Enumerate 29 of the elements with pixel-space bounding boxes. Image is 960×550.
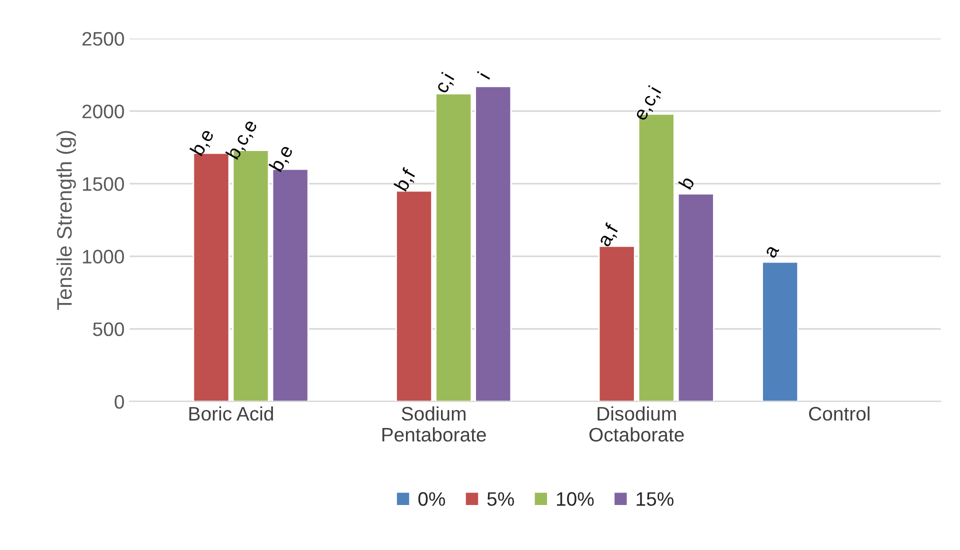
y-tick-label: 2000 xyxy=(82,104,124,118)
legend-label: 0% xyxy=(418,492,446,506)
x-tick-label: Control xyxy=(809,406,870,421)
legend-label: 10% xyxy=(556,492,594,506)
bar xyxy=(396,190,433,402)
y-tick-label: 2500 xyxy=(82,32,124,46)
data-label: b,f xyxy=(394,166,418,193)
y-tick-label: 1500 xyxy=(82,177,124,191)
y-tick-label: 1000 xyxy=(82,250,124,264)
y-tick-label: 0 xyxy=(114,394,124,409)
data-label: b,e xyxy=(189,128,216,158)
x-tick-label: Sodium Pentaborate xyxy=(382,406,486,442)
legend-label: 5% xyxy=(487,492,514,506)
data-label: b,e xyxy=(268,144,296,174)
x-tick-label: Boric Acid xyxy=(189,406,273,421)
y-axis-title: Tensile Strength (g) xyxy=(56,130,76,310)
data-label: c,i xyxy=(433,72,456,96)
y-tick-label: 500 xyxy=(93,322,124,336)
bar xyxy=(435,92,472,402)
bar xyxy=(762,261,799,402)
data-label: a,f xyxy=(596,222,621,248)
data-label: a xyxy=(765,244,780,259)
legend-label: 15% xyxy=(636,492,674,506)
data-label: i xyxy=(476,71,490,80)
x-tick-label: Disodium Octaborate xyxy=(589,406,684,442)
bar xyxy=(474,86,512,402)
data-label: b xyxy=(678,175,695,190)
bar xyxy=(677,193,714,402)
bar xyxy=(598,245,636,402)
